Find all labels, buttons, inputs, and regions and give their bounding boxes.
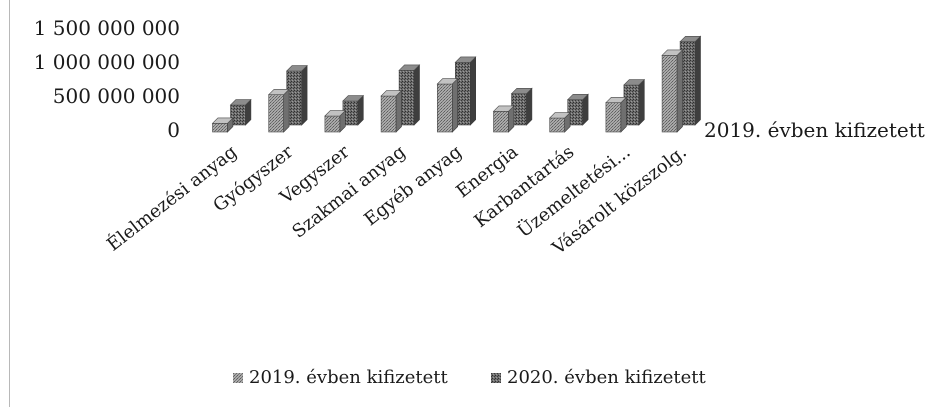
depth-axis-label: 2019. évben kifizetett: [704, 118, 925, 142]
bar-2019-6: [548, 111, 571, 133]
legend-item-2019: 2019. évben kifizetett: [233, 367, 448, 388]
bar-front-face: [549, 117, 566, 133]
bar-top-face: [623, 79, 646, 86]
bar-2019-0: [211, 117, 234, 133]
bar-front-face: [268, 94, 285, 133]
bar-2019-4: [436, 77, 459, 133]
bar-top-face: [398, 64, 421, 71]
bar-top-face: [380, 90, 403, 97]
bar-front-face: [436, 83, 453, 133]
bar-side-face: [694, 35, 701, 126]
bar-top-face: [510, 87, 533, 94]
bar-2020-8: [679, 35, 702, 126]
bar-top-face: [605, 96, 628, 103]
bar-front-face: [324, 115, 341, 133]
bar-2020-7: [623, 78, 646, 126]
bar-side-face: [413, 64, 420, 126]
bar-2020-3: [398, 64, 421, 126]
bar-2019-1: [267, 88, 290, 133]
bar-2019-3: [380, 89, 403, 133]
bar-top-face: [211, 117, 234, 124]
bar-2020-0: [229, 98, 252, 126]
bar-side-face: [301, 64, 308, 126]
bar-top-face: [267, 88, 290, 95]
bar-2020-2: [342, 94, 365, 126]
bar-2020-4: [454, 56, 477, 126]
bar-2019-2: [324, 109, 347, 133]
bar-side-face: [469, 56, 477, 126]
x-axis-category-labels: Élelmezési anyagGyógyszerVegyszerSzakmai…: [102, 140, 691, 260]
bar-top-face: [661, 49, 684, 56]
y-tick-label: 1 500 000 000: [34, 16, 180, 40]
bar-top-face: [679, 35, 702, 42]
x-category-label: Egyéb anyag: [360, 141, 466, 230]
bar-2020-5: [510, 87, 533, 126]
bar-top-face: [436, 78, 459, 85]
bar-side-face: [395, 89, 402, 133]
bar-top-face: [566, 93, 589, 100]
legend-swatch-2019: [233, 373, 243, 383]
y-tick-label: 1 000 000 000: [34, 50, 180, 74]
legend-label-2020: 2020. évben kifizetett: [507, 367, 706, 388]
bar-top-face: [324, 110, 347, 117]
bar-front-face: [661, 55, 678, 133]
legend-swatch-2020: [491, 373, 501, 383]
bar-front-face: [380, 95, 397, 133]
bar-side-face: [451, 77, 459, 133]
bar-side-face: [676, 49, 683, 133]
bar-side-face: [526, 87, 533, 126]
y-tick-label: 0: [167, 118, 180, 142]
y-axis-tick-labels: 0 500 000 000 1 000 000 000 1 500 000 000: [34, 16, 180, 142]
bar-side-face: [283, 88, 290, 133]
bar-top-face: [548, 112, 571, 119]
bar-2019-5: [492, 105, 515, 133]
bar-2019-8: [661, 49, 684, 133]
bar-top-face: [229, 99, 252, 106]
bar-top-face: [454, 56, 477, 63]
bar-2019-7: [605, 96, 628, 133]
bar-top-face: [285, 65, 308, 72]
bar-front-face: [493, 111, 509, 133]
bar-side-face: [620, 96, 627, 133]
bar-front-face: [212, 123, 228, 133]
bar-top-face: [342, 95, 365, 102]
legend-item-2020: 2020. évben kifizetett: [491, 367, 706, 388]
legend-label-2019: 2019. évben kifizetett: [249, 367, 448, 388]
legend: 2019. évben kifizetett 2020. évben kifiz…: [233, 367, 706, 388]
bar-front-face: [605, 102, 622, 133]
bar-top-face: [492, 105, 515, 112]
page-edge-line: [9, 0, 10, 407]
bar-side-face: [638, 78, 645, 126]
bar-2020-1: [285, 64, 308, 126]
y-tick-label: 500 000 000: [53, 84, 180, 108]
bars-layer: [211, 35, 702, 133]
bar-2020-6: [566, 93, 589, 126]
